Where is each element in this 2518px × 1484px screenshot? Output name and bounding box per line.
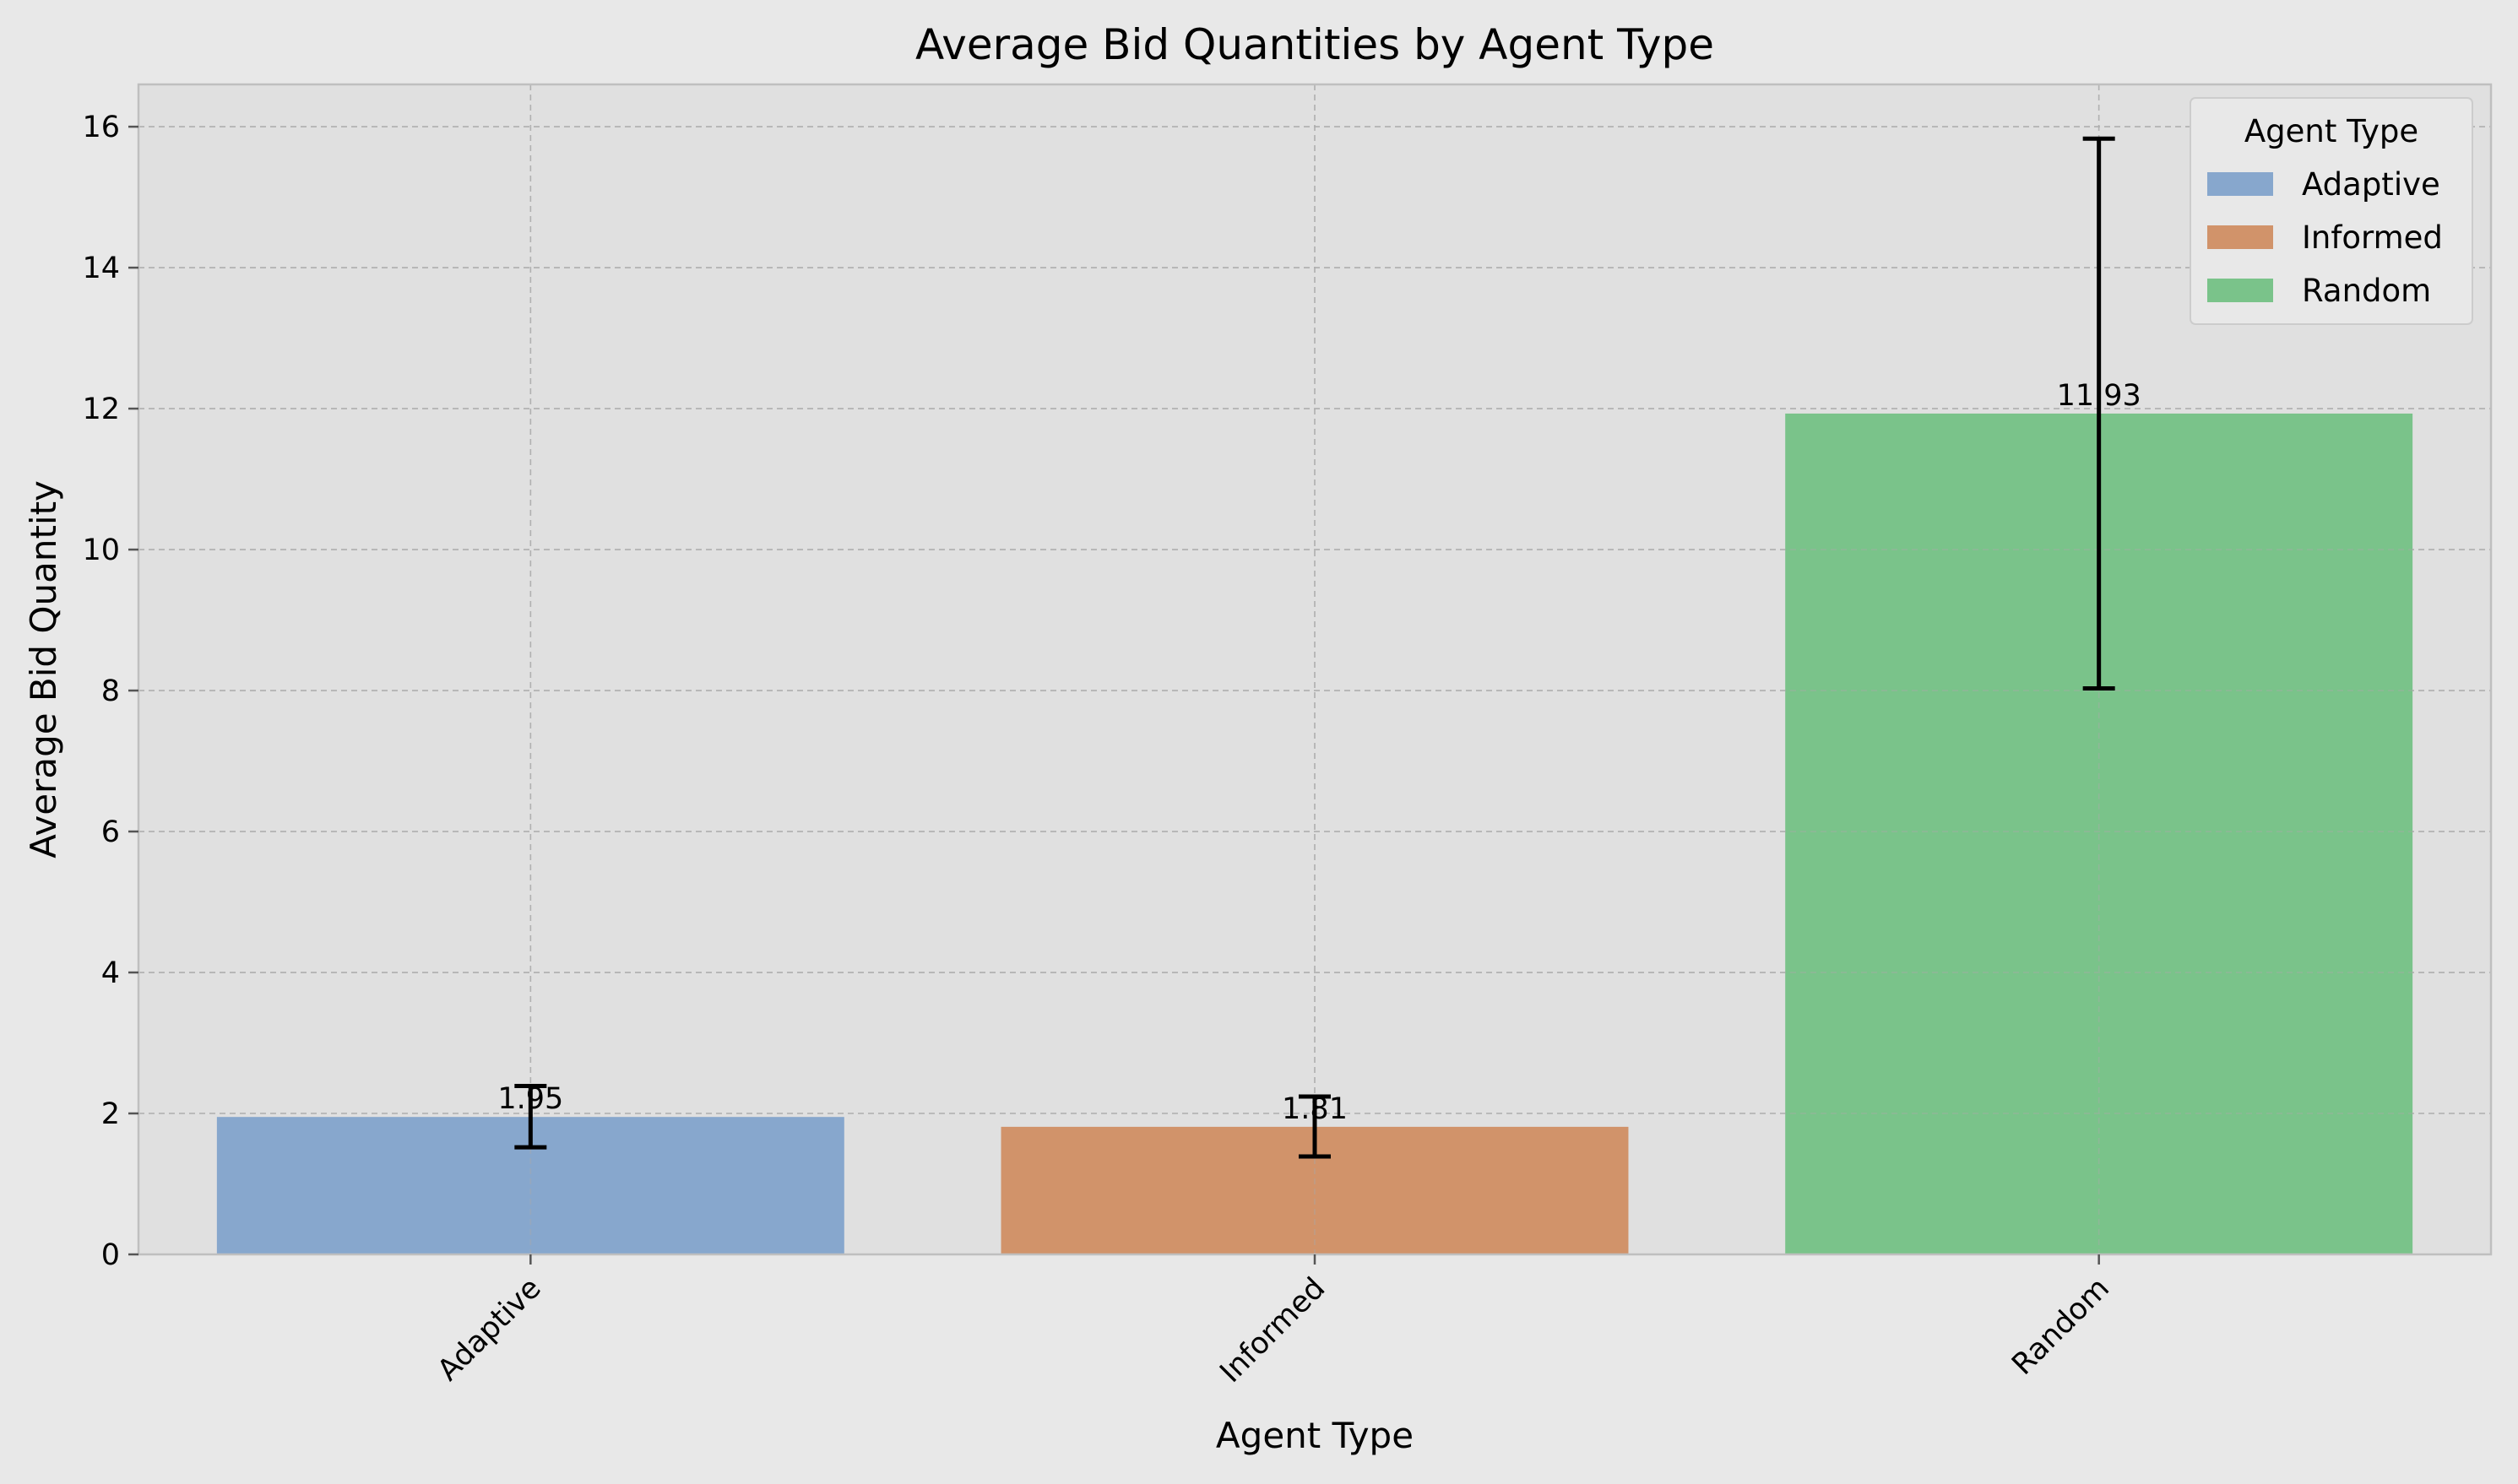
- x-tick-label: Informed: [1213, 1271, 1332, 1389]
- legend-box: [2190, 97, 2473, 325]
- y-tick-label: 14: [82, 252, 120, 285]
- y-tick-label: 0: [101, 1238, 120, 1272]
- data-label: 11.93: [2057, 379, 2141, 413]
- data-label: 1.81: [1282, 1092, 1348, 1126]
- legend-title: Agent Type: [2244, 113, 2418, 149]
- chart-title: Average Bid Quantities by Agent Type: [915, 20, 1714, 69]
- x-axis-label: Agent Type: [1216, 1415, 1414, 1456]
- legend-label: Informed: [2302, 219, 2443, 256]
- data-label: 1.95: [497, 1082, 563, 1116]
- legend-swatch-informed: [2207, 225, 2273, 249]
- legend: Agent Type Adaptive Informed Random: [2190, 97, 2473, 325]
- x-tick-label: Adaptive: [431, 1271, 548, 1388]
- legend-swatch-adaptive: [2207, 172, 2273, 196]
- legend-label: Random: [2302, 273, 2431, 309]
- y-tick-label: 16: [82, 111, 120, 144]
- x-axis-ticks: Adaptive Informed Random: [431, 1254, 2116, 1389]
- legend-swatch-random: [2207, 279, 2273, 302]
- data-labels: 1.95 1.81 11.93: [497, 379, 2141, 1126]
- y-tick-label: 8: [101, 674, 120, 708]
- y-axis-ticks: 0 2 4 6 8 10 12 14 16: [82, 111, 138, 1272]
- y-tick-label: 2: [101, 1097, 120, 1131]
- y-tick-label: 6: [101, 815, 120, 849]
- y-axis-label: Average Bid Quantity: [23, 480, 64, 858]
- legend-label: Adaptive: [2302, 166, 2440, 203]
- legend-items: Adaptive Informed Random: [2207, 166, 2443, 309]
- y-tick-label: 12: [82, 393, 120, 426]
- x-tick-label: Random: [2005, 1271, 2116, 1382]
- y-tick-label: 10: [82, 533, 120, 567]
- y-tick-label: 4: [101, 956, 120, 990]
- error-bars: [514, 136, 2115, 1159]
